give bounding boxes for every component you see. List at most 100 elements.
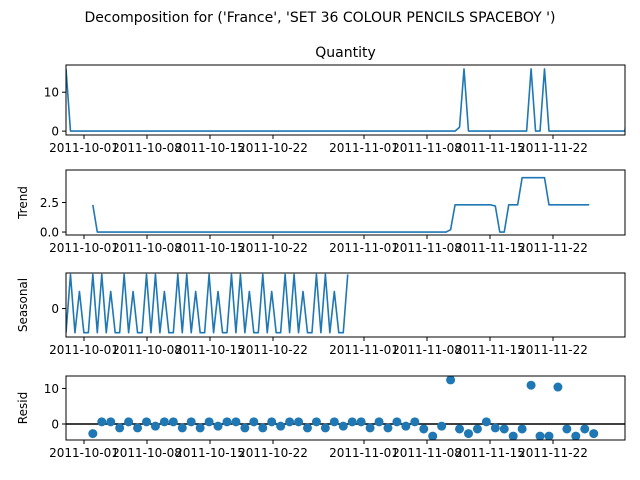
data-point [240, 423, 250, 433]
y-tick-label: 0 [51, 125, 59, 139]
y-axis-label: Trend [16, 186, 30, 220]
series-line [66, 68, 625, 132]
x-tick-label: 2011-10-22 [238, 141, 308, 155]
data-point [329, 417, 339, 427]
figure-title: Decomposition for ('France', 'SET 36 COL… [84, 10, 555, 26]
data-point [589, 429, 599, 439]
data-point [249, 417, 259, 427]
x-tick-label: 2011-10-15 [175, 343, 245, 357]
data-point [508, 431, 518, 440]
data-point [562, 424, 572, 434]
x-tick-label: 2011-11-15 [455, 446, 525, 460]
x-tick-label: 2011-11-01 [329, 241, 399, 255]
data-point [311, 417, 321, 427]
data-point [392, 417, 402, 427]
x-tick-label: 2011-11-15 [455, 241, 525, 255]
data-point [276, 421, 286, 431]
data-point [106, 417, 116, 427]
x-tick-label: 2011-11-15 [455, 141, 525, 155]
data-point [517, 424, 527, 434]
x-tick-label: 2011-10-08 [112, 141, 182, 155]
x-tick-label: 2011-11-08 [392, 241, 462, 255]
plot-area [66, 68, 625, 132]
data-point [401, 421, 411, 431]
data-point [177, 423, 187, 433]
data-point [490, 423, 500, 433]
data-point [115, 423, 125, 433]
data-point [356, 417, 366, 427]
y-tick-label: 0 [51, 302, 59, 316]
x-tick-label: 2011-11-22 [518, 343, 588, 357]
plot-area [66, 376, 625, 440]
panel-1: Quantity 0 10 2011-10-012011-10-082011-10-1… [44, 45, 626, 155]
x-tick-label: 2011-10-22 [238, 241, 308, 255]
axes-frame [65, 169, 626, 236]
data-point [472, 424, 482, 434]
data-point [553, 382, 563, 392]
data-point [535, 431, 545, 440]
data-point [204, 417, 214, 427]
x-tick-label: 2011-11-01 [329, 343, 399, 357]
x-tick-label: 2011-10-08 [112, 343, 182, 357]
data-point [410, 417, 420, 427]
x-tick-label: 2011-11-22 [518, 141, 588, 155]
data-point [499, 424, 509, 434]
series-line [92, 176, 590, 233]
x-tick-label: 2011-11-01 [329, 141, 399, 155]
plot-area [92, 176, 590, 233]
x-tick-label: 2011-10-08 [112, 241, 182, 255]
data-point [97, 417, 107, 427]
data-point [365, 423, 375, 433]
plot-area [66, 273, 349, 334]
data-point [213, 421, 223, 431]
data-point [186, 417, 196, 427]
data-point [231, 417, 241, 427]
data-point [580, 424, 590, 434]
data-point [544, 431, 554, 440]
data-point [374, 417, 384, 427]
data-point [338, 421, 348, 431]
data-point [428, 431, 438, 440]
x-tick-label: 2011-10-01 [49, 343, 119, 357]
y-tick-label: 2.5 [40, 196, 59, 210]
data-point [285, 417, 295, 427]
y-tick-label: 10 [44, 86, 59, 100]
x-tick-label: 2011-10-01 [49, 141, 119, 155]
data-point [383, 423, 393, 433]
axes-frame [65, 272, 626, 338]
data-point [455, 424, 465, 434]
data-point [481, 417, 491, 427]
panels: Quantity0102011-10-012011-10-082011-10-1… [16, 45, 626, 460]
data-point [133, 423, 143, 433]
data-point [302, 423, 312, 433]
x-tick-label: 2011-10-01 [49, 241, 119, 255]
data-point [124, 417, 134, 427]
data-point [267, 417, 277, 427]
x-tick-label: 2011-11-22 [518, 241, 588, 255]
data-point [437, 421, 447, 431]
x-tick-label: 2011-11-15 [455, 343, 525, 357]
data-point [168, 417, 178, 427]
panel-2: Trend 0.0 2.5 2011-10-012011-10-082011-10-1… [16, 169, 626, 255]
data-point [571, 431, 581, 440]
y-tick-label: 0 [51, 418, 59, 432]
y-tick-label: 10 [44, 382, 59, 396]
y-tick-label: 0.0 [40, 226, 59, 240]
data-point [446, 376, 456, 385]
x-tick-label: 2011-11-08 [392, 343, 462, 357]
data-point [141, 417, 151, 427]
data-point [294, 417, 304, 427]
data-point [88, 429, 98, 439]
data-point [419, 424, 429, 434]
x-tick-label: 2011-10-15 [175, 141, 245, 155]
data-point [195, 423, 205, 433]
panel-title: Quantity [315, 45, 376, 61]
data-point [222, 417, 232, 427]
x-tick-label: 2011-11-01 [329, 446, 399, 460]
x-tick-label: 2011-10-15 [175, 241, 245, 255]
panel-4: Resid0102011-10-012011-10-082011-10-1520… [16, 375, 626, 460]
y-axis-label: Seasonal [16, 278, 30, 332]
data-point [463, 429, 473, 439]
